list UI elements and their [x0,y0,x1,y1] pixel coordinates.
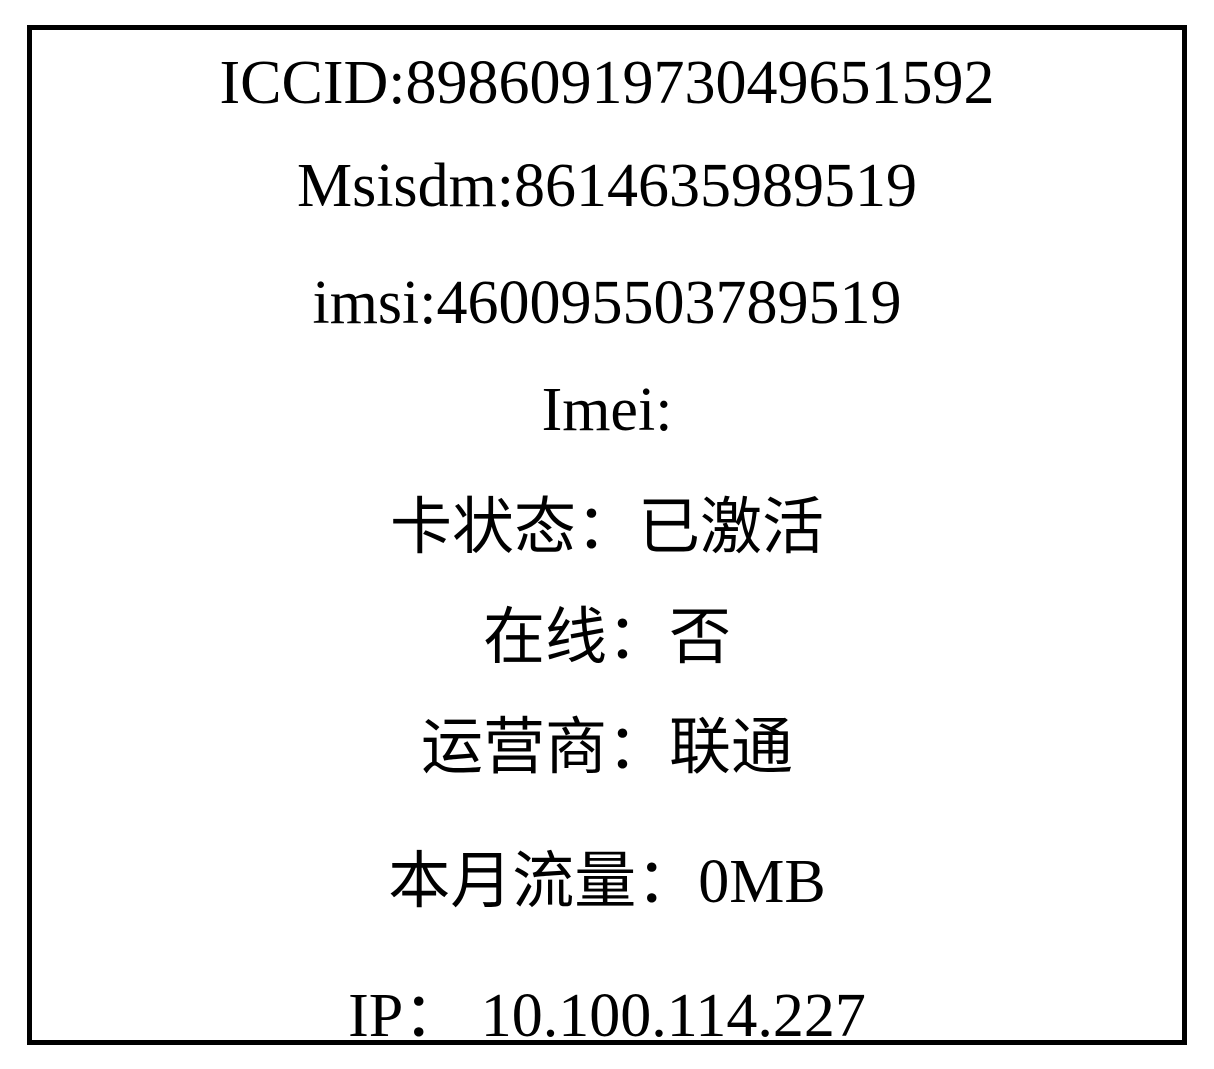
imsi-row: imsi:460095503789519 [312,268,901,339]
operator-label: 运营商 [421,714,607,782]
online-colon: ： [607,604,669,672]
imei-row: Imei: [542,375,673,446]
iccid-label: ICCID [219,49,388,117]
iccid-row: ICCID:8986091973049651592 [219,48,994,119]
msisdm-label: Msisdm [297,152,497,220]
operator-row: 运营商：联通 [421,696,793,786]
msisdm-colon: : [497,152,514,220]
card-status-label: 卡状态 [390,494,576,562]
imei-colon: : [655,376,672,444]
card-status-colon: ： [576,494,638,562]
operator-colon: ： [607,714,669,782]
monthly-data-row: 本月流量：0MB [388,830,826,920]
online-value: 否 [669,604,731,672]
card-status-value: 已激活 [638,494,824,562]
imei-label: Imei [542,376,656,444]
online-row: 在线：否 [483,586,731,676]
operator-value: 联通 [669,714,793,782]
imsi-value: 460095503789519 [437,269,902,337]
ip-colon: ： [403,982,481,1050]
monthly-data-label: 本月流量 [388,848,636,916]
sim-info-panel: ICCID:8986091973049651592 Msisdm:8614635… [27,25,1187,1045]
ip-row: IP： 10.100.114.227 [348,964,866,1054]
msisdm-row: Msisdm:8614635989519 [297,151,917,222]
msisdm-value: 8614635989519 [514,152,917,220]
online-label: 在线 [483,604,607,672]
iccid-colon: : [388,49,405,117]
monthly-data-value: 0MB [698,848,825,916]
monthly-data-colon: ： [636,848,698,916]
imsi-label: imsi [312,269,419,337]
ip-value: 10.100.114.227 [481,982,866,1050]
imsi-colon: : [419,269,436,337]
ip-label: IP [348,982,403,1050]
card-status-row: 卡状态：已激活 [390,476,824,566]
iccid-value: 8986091973049651592 [406,49,995,117]
